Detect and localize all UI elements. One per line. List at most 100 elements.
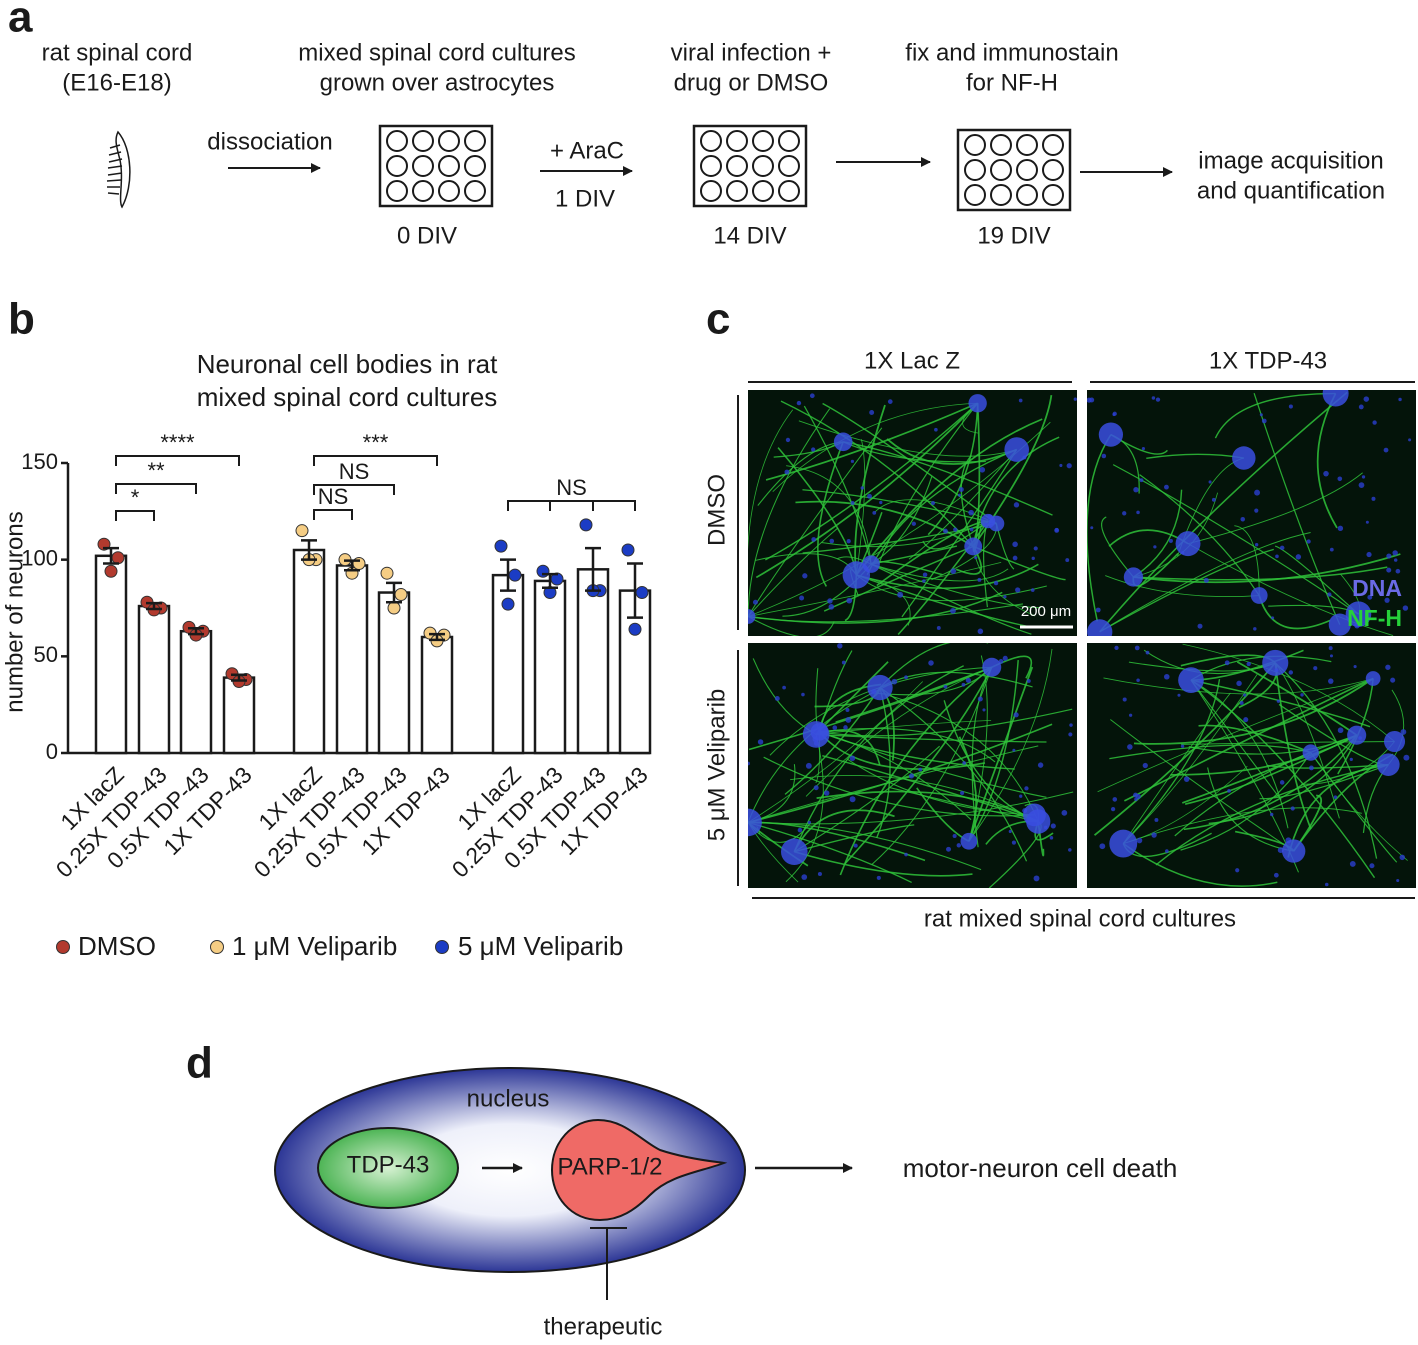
bar (179, 629, 213, 755)
nucleus-dot (974, 556, 978, 560)
cell-cluster (1262, 649, 1289, 676)
nucleus-dot (841, 660, 846, 665)
neurite (885, 694, 1039, 822)
nucleus-dot (977, 628, 984, 635)
nucleus-dot (809, 393, 815, 399)
nucleus-dot (1142, 762, 1148, 769)
neurite (755, 402, 979, 579)
neurite (1214, 392, 1336, 439)
nucleus-dot (1128, 713, 1133, 717)
nucleus-dot (1090, 526, 1094, 530)
nucleus-dot (1068, 732, 1073, 737)
micrograph-texture (1087, 390, 1412, 636)
neurite (822, 402, 997, 525)
neurite (856, 563, 1039, 590)
nucleus-dot (1054, 528, 1060, 533)
nucleus-dot (1012, 555, 1018, 561)
nucleus-dot (911, 521, 916, 526)
bar (377, 591, 411, 755)
neurite (1133, 553, 1401, 584)
nucleus-dot (930, 501, 936, 506)
nucleus-dot (1333, 795, 1338, 799)
nucleus-dot (1371, 496, 1376, 501)
nucleus-dot (807, 820, 812, 825)
nucleus-dot (904, 675, 908, 680)
nucleus-dot (950, 568, 957, 574)
nucleus-dot (922, 572, 928, 578)
nucleus-dot (908, 773, 915, 779)
nucleus-dot (1227, 788, 1231, 793)
nucleus-dot (1013, 712, 1019, 718)
neurite (1253, 393, 1341, 625)
significance-bracket (313, 484, 395, 495)
nucleus-dot (813, 785, 819, 791)
step-label: fix and immunostain (905, 39, 1118, 66)
well (778, 180, 800, 202)
nucleus-dot (1276, 699, 1281, 703)
nucleus-dot (1246, 661, 1251, 667)
nucleus-dot (1253, 627, 1257, 631)
nucleus-dot (1033, 875, 1040, 882)
nucleus-dot (1168, 538, 1173, 543)
neurite (886, 438, 1018, 465)
nucleus-dot (1275, 554, 1279, 559)
neurite (968, 666, 1034, 842)
cell-cluster (748, 609, 756, 624)
step-label: mixed spinal cord cultures (298, 39, 575, 66)
neurite (1143, 649, 1276, 675)
cell-cluster (1123, 567, 1144, 587)
well (438, 180, 460, 202)
row-label: DMSO (703, 474, 730, 546)
nucleus-dot (1323, 470, 1329, 477)
well (990, 159, 1012, 181)
nucleus-dot (1366, 551, 1372, 558)
nucleus-dot (1059, 463, 1063, 467)
neurite (1101, 516, 1134, 578)
nucleus-dot (1361, 475, 1366, 479)
nucleus-dot (1019, 794, 1023, 798)
nucleus-dot (1403, 754, 1410, 761)
nucleus-dot (1136, 837, 1143, 844)
well (990, 184, 1012, 206)
well (778, 155, 800, 177)
nucleus-dot (1008, 829, 1012, 834)
channel-label: NF-H (1347, 605, 1402, 631)
y-tick-label: 150 (21, 449, 58, 474)
legend-label: DMSO (78, 931, 156, 961)
nucleus-dot (1122, 511, 1127, 516)
well (1016, 159, 1038, 181)
neurite (786, 465, 872, 565)
cell-cluster (1098, 422, 1124, 447)
significance-bracket (115, 455, 240, 466)
cell-cluster (833, 432, 853, 452)
nucleus-dot (827, 598, 833, 604)
cell-cluster (867, 674, 893, 701)
nucleus-dot (1163, 673, 1170, 680)
micrograph-texture (748, 643, 1074, 888)
nucleus-dot (1271, 616, 1275, 620)
neurite (1087, 434, 1112, 622)
cell-cluster (1345, 601, 1372, 627)
error-bar (386, 581, 402, 604)
neurite (927, 403, 979, 536)
nucleus-dot (1308, 765, 1314, 771)
neurite (790, 774, 1039, 822)
well (700, 155, 722, 177)
error-bar (627, 562, 643, 619)
cell-cluster (960, 832, 978, 850)
nucleus-dot (752, 599, 758, 605)
cell-cluster (968, 394, 987, 413)
neurite (793, 665, 964, 852)
panel-label: d (186, 1039, 213, 1088)
nucleus-dot (1154, 817, 1159, 822)
neurite (870, 563, 1009, 582)
legend-marker (56, 940, 70, 954)
nucleus-dot (1141, 447, 1145, 451)
spinal-cord-icon (106, 130, 131, 209)
nucleus-dot (1261, 418, 1267, 424)
neurite (818, 731, 986, 770)
nucleus-dot (1328, 678, 1334, 684)
nucleus-dot (1211, 497, 1216, 502)
legend-marker (435, 940, 449, 954)
nucleus-dot (993, 580, 999, 586)
